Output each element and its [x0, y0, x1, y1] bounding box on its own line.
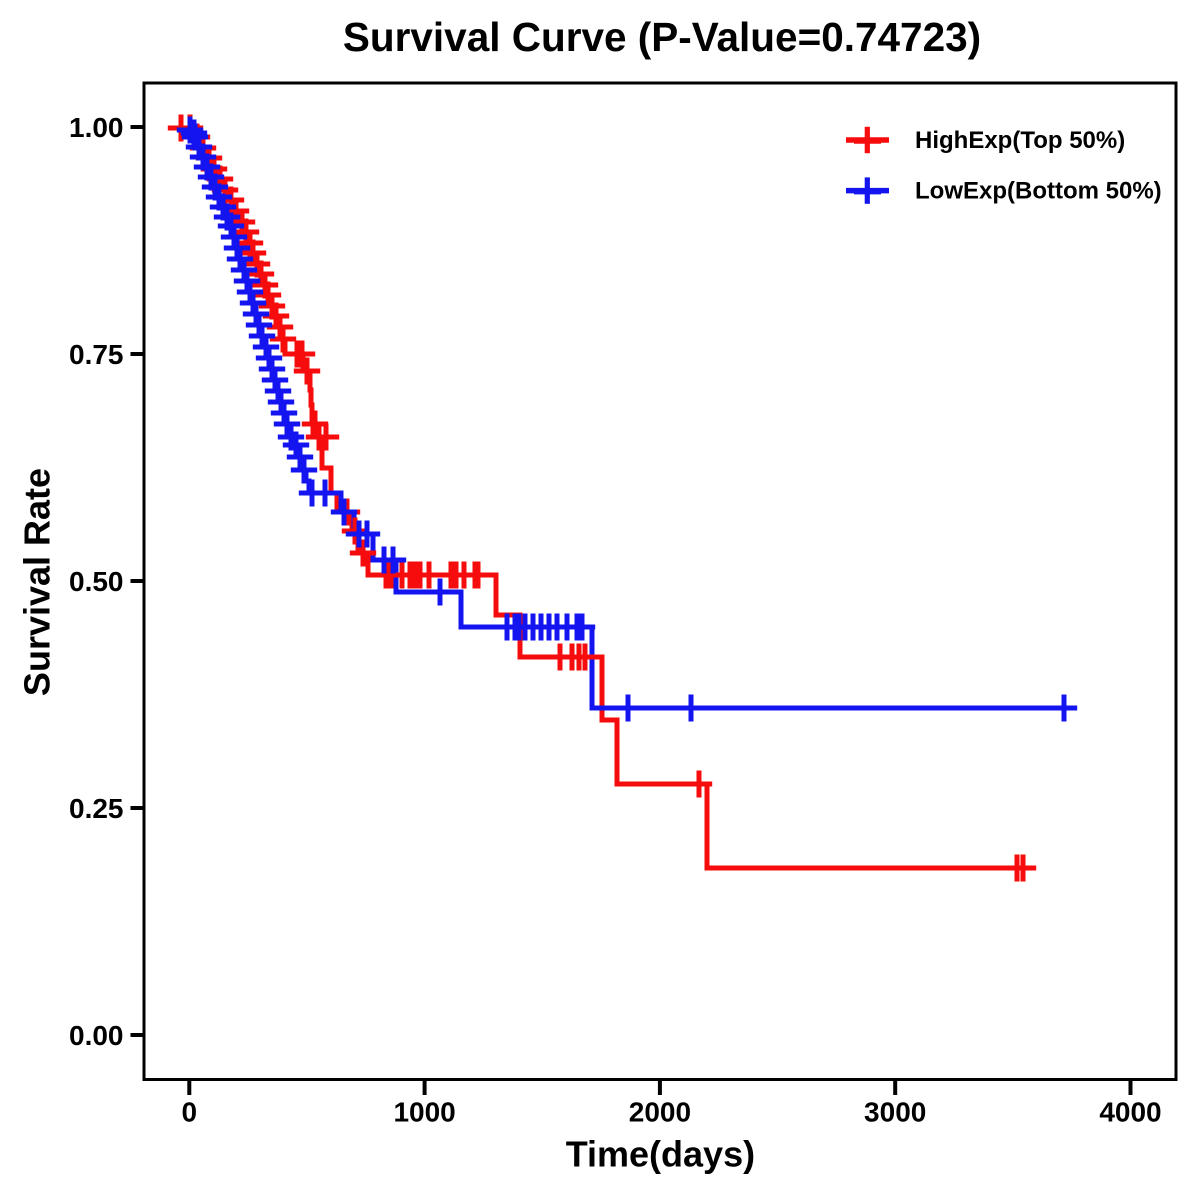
svg-text:1.00: 1.00	[69, 112, 124, 143]
svg-text:3000: 3000	[864, 1097, 926, 1128]
svg-text:Survival Rate: Survival Rate	[17, 468, 58, 696]
svg-text:2000: 2000	[629, 1097, 691, 1128]
svg-text:0: 0	[182, 1097, 198, 1128]
svg-text:HighExp(Top 50%): HighExp(Top 50%)	[915, 127, 1125, 154]
svg-text:0.75: 0.75	[69, 339, 124, 370]
svg-text:LowExp(Bottom 50%): LowExp(Bottom 50%)	[915, 178, 1162, 205]
svg-text:0.00: 0.00	[69, 1020, 124, 1051]
svg-text:Time(days): Time(days)	[566, 1134, 755, 1175]
svg-text:0.25: 0.25	[69, 793, 124, 824]
svg-text:1000: 1000	[393, 1097, 455, 1128]
svg-text:Survival Curve (P-Value=0.7472: Survival Curve (P-Value=0.74723)	[343, 14, 981, 60]
svg-text:0.50: 0.50	[69, 566, 124, 597]
svg-text:4000: 4000	[1099, 1097, 1161, 1128]
